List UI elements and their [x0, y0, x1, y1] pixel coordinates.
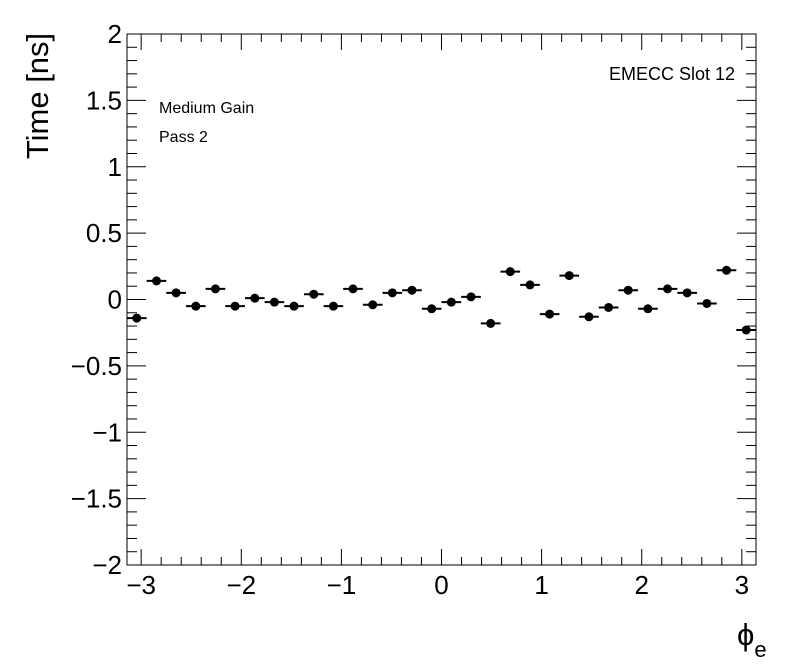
- data-point: [309, 289, 319, 299]
- data-point: [682, 288, 692, 298]
- y-tick-label: 1.5: [86, 85, 122, 115]
- data-point: [446, 297, 456, 307]
- gain-annotation: Medium Gain: [159, 100, 254, 117]
- y-axis-label: Time [ns]: [20, 33, 55, 159]
- data-point: [407, 285, 417, 295]
- x-tick-labels: −3 −2 −1 0 1 2 3: [126, 570, 749, 600]
- data-point: [643, 304, 653, 314]
- y-tick-label: −0.5: [71, 351, 122, 381]
- data-point: [171, 288, 181, 298]
- data-points: [127, 265, 756, 335]
- data-point: [151, 276, 161, 286]
- data-point: [722, 265, 732, 275]
- x-tick-label: 2: [634, 570, 648, 600]
- x-tick-label: −2: [226, 570, 256, 600]
- data-point: [604, 302, 614, 312]
- data-point: [466, 292, 476, 302]
- data-point: [702, 298, 712, 308]
- data-point: [387, 288, 397, 298]
- x-tick-label: −1: [327, 570, 357, 600]
- y-tick-label: 1: [108, 152, 122, 182]
- x-tick-label: −3: [126, 570, 156, 600]
- data-point: [584, 312, 594, 322]
- x-tick-label: 1: [534, 570, 548, 600]
- x-axis-subscript: e: [754, 637, 766, 662]
- pass-annotation: Pass 2: [159, 129, 208, 146]
- data-point: [741, 325, 751, 335]
- data-point: [368, 300, 378, 310]
- x-axis-label: ϕe: [737, 617, 767, 662]
- data-point: [328, 301, 338, 311]
- data-point: [505, 267, 515, 277]
- x-tick-label: 3: [735, 570, 749, 600]
- data-point: [289, 301, 299, 311]
- data-point: [545, 309, 555, 319]
- slot-annotation: EMECC Slot 12: [609, 64, 735, 84]
- y-tick-label: −1: [92, 417, 122, 447]
- data-point: [623, 285, 633, 295]
- y-tick-label: −1.5: [71, 484, 122, 514]
- data-point: [427, 304, 437, 314]
- data-point: [191, 301, 201, 311]
- data-point: [269, 297, 279, 307]
- y-tick-label: 0.5: [86, 218, 122, 248]
- y-tick-labels: −2 −1.5 −1 −0.5 0 0.5 1 1.5 2: [71, 19, 122, 580]
- y-tick-label: 0: [108, 285, 122, 315]
- x-tick-label: 0: [434, 570, 448, 600]
- x-axis-symbol: ϕ: [737, 617, 754, 652]
- data-point: [348, 284, 358, 294]
- data-point: [525, 280, 535, 290]
- data-point: [250, 293, 260, 303]
- data-point: [663, 284, 673, 294]
- data-point: [132, 313, 142, 323]
- data-point: [486, 318, 496, 328]
- data-point: [210, 284, 220, 294]
- data-point: [564, 271, 574, 281]
- y-tick-label: 2: [108, 19, 122, 49]
- data-point: [230, 301, 240, 311]
- y-tick-label: −2: [92, 550, 122, 580]
- plot-frame: [126, 33, 757, 566]
